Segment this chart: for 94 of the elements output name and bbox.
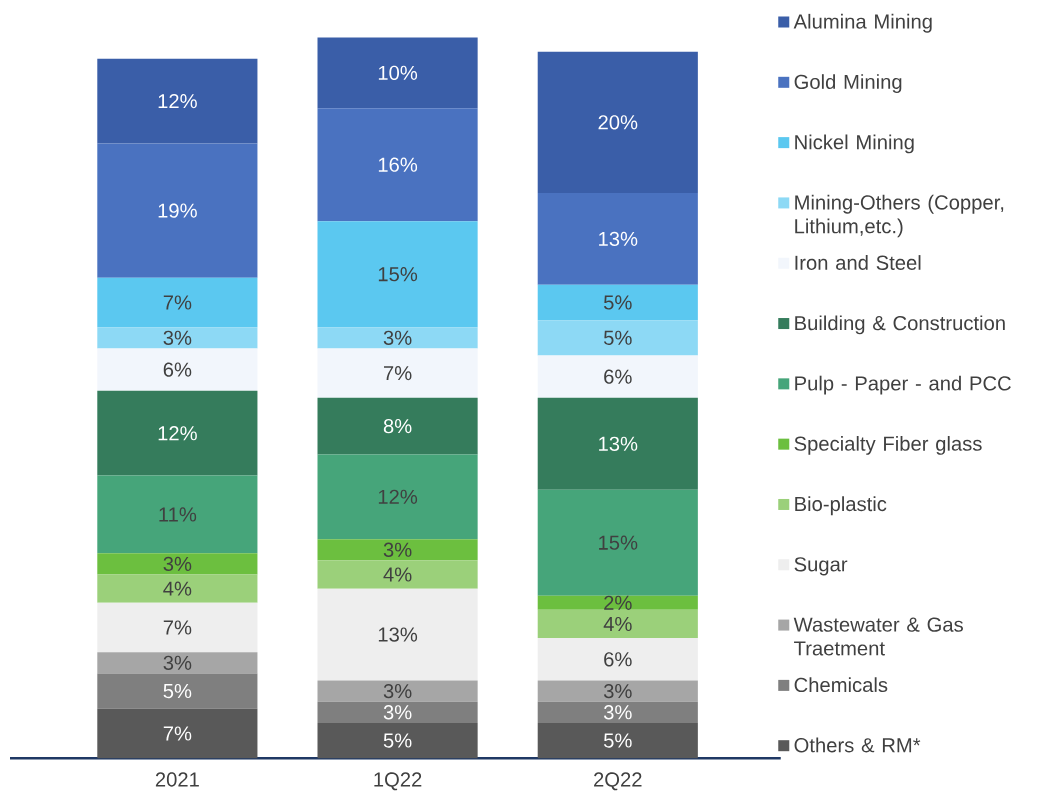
data-label: 5% [383,733,412,748]
bar [317,221,478,328]
bar [97,475,258,554]
data-label: 19% [158,203,197,218]
bar [97,327,258,349]
data-label: 10% [378,65,418,80]
bar [537,51,698,193]
data-label: 2% [604,595,632,610]
bar [97,574,258,603]
bar [97,348,258,391]
data-label: 5% [603,330,632,345]
data-label: 3% [383,683,412,699]
legend-label: Building & Construction [795,315,1005,335]
data-label: 4% [383,567,412,582]
bar [537,192,698,285]
bar [317,37,478,109]
legend-label: Iron and Steel [795,254,921,270]
bar [317,722,478,759]
legend-label: Specialty Fiber glass [794,435,982,455]
bar [537,609,698,638]
data-label: 7% [163,726,192,741]
data-label: 12% [158,425,197,441]
legend-label: Nickel Mining [795,134,914,154]
bar [537,355,698,398]
x-tick-label: 2021 [155,772,199,787]
bar [97,652,258,674]
data-label: 6% [163,362,192,377]
bar [97,390,258,476]
data-label: 13% [599,436,638,451]
data-label: 3% [383,542,412,557]
data-label: 3% [603,704,632,720]
legend-label: Sugar [794,557,848,576]
data-label: 6% [604,369,632,384]
bar [97,553,258,575]
data-label: 16% [378,157,418,172]
legend-label: Gold Mining [794,74,902,93]
bar [317,701,478,723]
data-label: 3% [163,330,192,345]
bar [97,277,258,328]
legend-label: Wastewater & Gas Traetment [793,617,963,656]
legend-label: Others & RM* [794,737,921,753]
bar [537,722,698,759]
bar [317,560,478,589]
data-label: 4% [603,616,632,631]
data-label: 12% [378,489,418,504]
data-label: 3% [163,556,192,571]
bar [537,397,698,490]
data-label: 15% [378,266,418,282]
bar [317,539,478,561]
bar [537,637,698,681]
legend-label: Mining-Others (Copper, Lithium,etc.) [795,194,1004,238]
bar [537,701,698,723]
bar [537,284,698,321]
data-label: 4% [163,581,192,596]
data-label: 15% [599,535,638,550]
data-label: 5% [163,683,192,699]
data-label: 12% [158,93,197,109]
bar [317,680,478,702]
data-label: 11% [159,507,197,522]
bar [537,595,698,610]
bar [97,58,258,144]
bar [537,489,698,596]
bar [317,327,478,349]
data-label: 7% [163,620,192,635]
data-label: 5% [603,295,632,310]
bar [537,320,698,356]
bar [97,673,258,709]
bar [317,348,478,398]
data-label: 3% [603,683,632,699]
bar [317,108,478,222]
data-label: 20% [598,115,638,130]
data-label: 8% [383,418,412,434]
data-label: 3% [383,330,412,345]
bar [97,602,258,653]
data-label: 13% [599,231,638,246]
legend-label: Alumina Mining [793,13,932,33]
data-label: 6% [604,652,632,667]
legend-label: Bio-plastic [795,496,887,516]
bar [317,397,478,455]
bar [97,143,258,278]
data-label: 3% [383,704,412,720]
x-tick-label: 1Q22 [374,772,422,791]
bar [317,454,478,540]
bar [537,680,698,702]
bar [97,708,258,759]
data-label: 13% [378,627,418,642]
data-label: 7% [163,295,192,310]
data-label: 3% [163,655,192,670]
data-label: 5% [603,733,632,748]
x-tick-label: 2Q22 [594,772,642,791]
bar [317,588,478,681]
data-label: 7% [384,365,412,381]
legend-label: Pulp - Paper - and PCC [795,375,1011,395]
legend-label: Chemicals [794,677,888,692]
